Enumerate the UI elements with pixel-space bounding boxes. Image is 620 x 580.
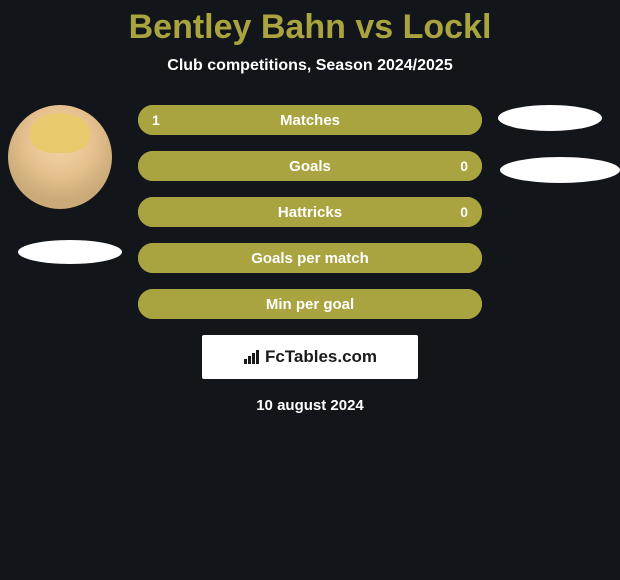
stat-bar-min-per-goal: Min per goal bbox=[138, 289, 482, 319]
player-right-avatar-ellipse bbox=[498, 105, 602, 131]
player-right-name-ellipse bbox=[500, 157, 620, 183]
source-logo: FcTables.com bbox=[202, 335, 418, 379]
chart-icon bbox=[243, 350, 261, 364]
player-left-avatar bbox=[8, 105, 112, 209]
date-label: 10 august 2024 bbox=[256, 397, 364, 414]
stat-bar-hattricks: Hattricks 0 bbox=[138, 197, 482, 227]
stat-value-right: 0 bbox=[460, 204, 468, 220]
stat-bar-goals: Goals 0 bbox=[138, 151, 482, 181]
stat-label: Min per goal bbox=[266, 296, 354, 313]
player-left-name-ellipse bbox=[18, 240, 122, 264]
stat-label: Goals bbox=[289, 158, 331, 175]
page-subtitle: Club competitions, Season 2024/2025 bbox=[0, 57, 620, 75]
page-title: Bentley Bahn vs Lockl bbox=[0, 0, 620, 47]
logo-label: FcTables.com bbox=[265, 347, 377, 367]
stat-bar-matches: 1 Matches bbox=[138, 105, 482, 135]
stat-bars: 1 Matches Goals 0 Hattricks 0 Goals per … bbox=[138, 105, 482, 335]
stat-label: Matches bbox=[280, 112, 340, 129]
source-logo-text: FcTables.com bbox=[243, 347, 377, 367]
stat-bar-goals-per-match: Goals per match bbox=[138, 243, 482, 273]
stat-label: Hattricks bbox=[278, 204, 342, 221]
stat-label: Goals per match bbox=[251, 250, 369, 267]
stat-value-right: 0 bbox=[460, 158, 468, 174]
stat-value-left: 1 bbox=[152, 112, 160, 128]
